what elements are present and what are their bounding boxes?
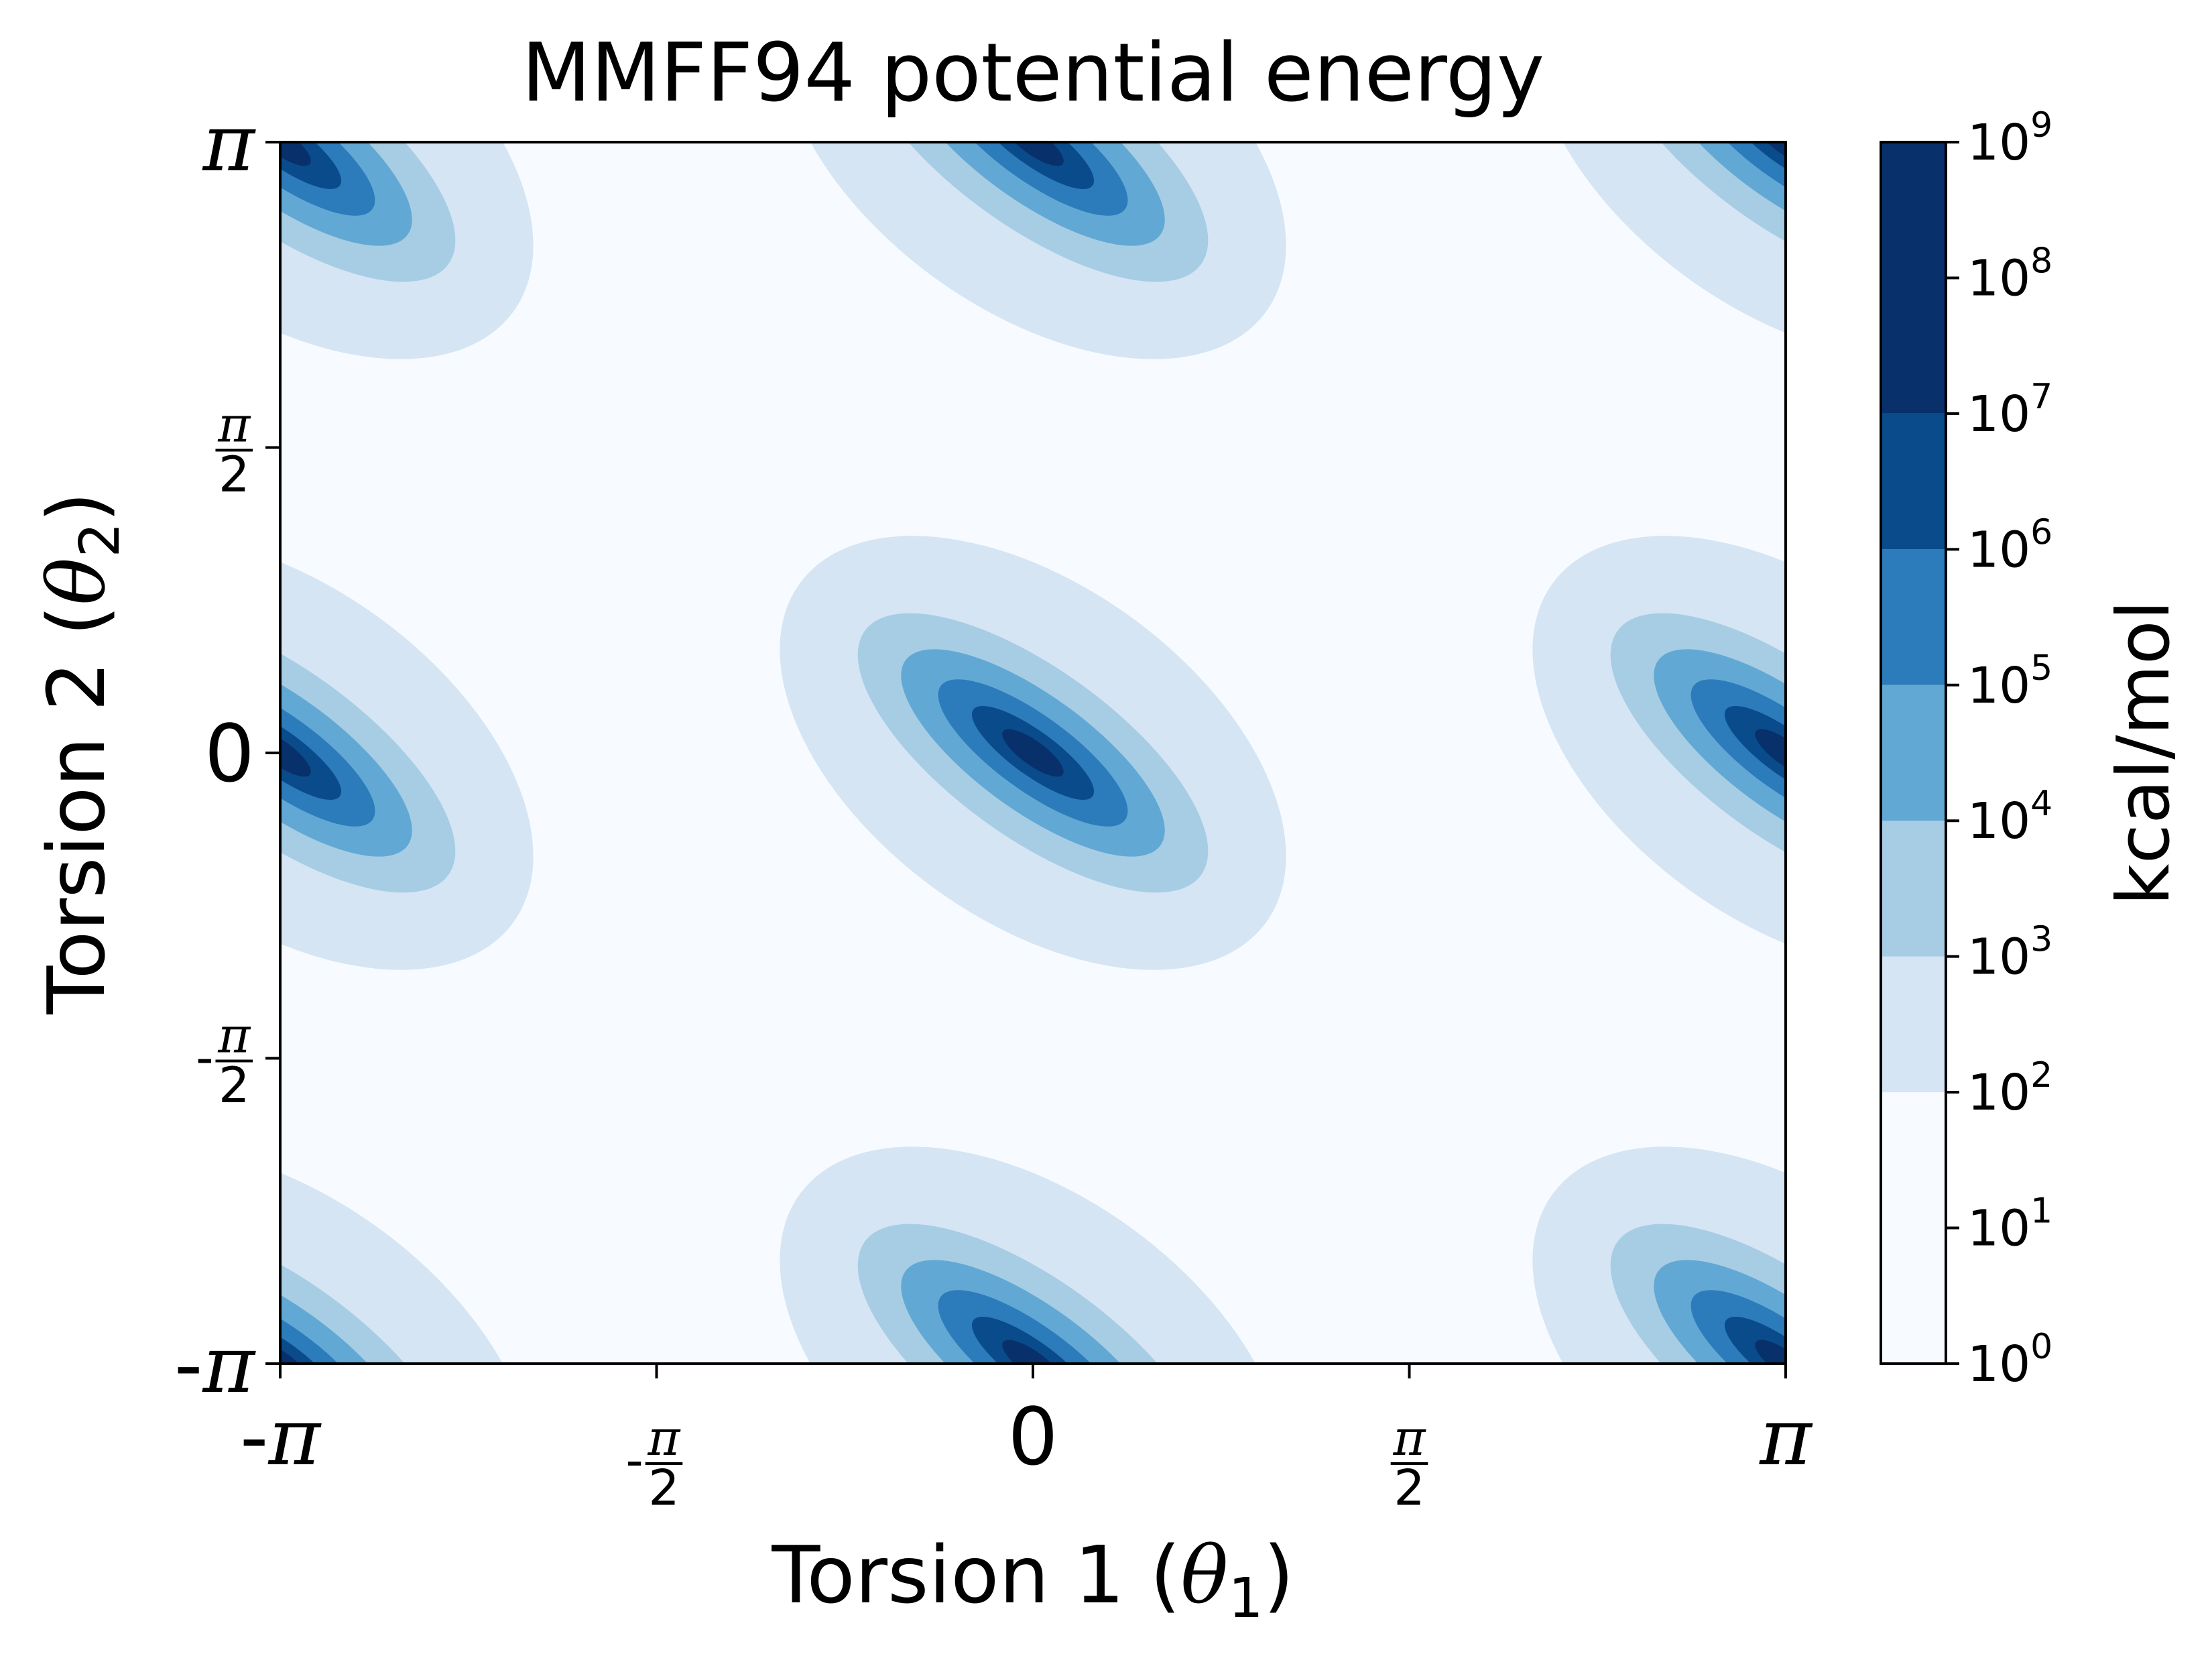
svg-text:2: 2 [219,447,250,504]
svg-text:0: 0 [1007,1390,1058,1483]
contour-band [1755,1340,1786,1364]
colorbar-band [1881,956,1946,1093]
y-tick-label: π2- [196,1008,253,1114]
x-tick-label: π2- [625,1410,683,1517]
y-tick-label: -π [174,1318,257,1411]
contour-band [971,142,1095,189]
colorbar-band [1881,821,1946,957]
colorbar-band [1881,549,1946,685]
energy-well [780,536,1286,970]
contour-band [1002,729,1064,777]
contour-band [280,1146,534,1364]
x-tick-label: -π [240,1390,322,1483]
y-tick-label: π [201,97,256,189]
colorbar-tick-label: 108 [1967,241,2052,307]
colorbar-tick-label: 107 [1967,377,2052,443]
svg-text:π: π [1392,1410,1426,1467]
colorbar-band [1881,1092,1946,1364]
contour-band [1532,142,1786,359]
svg-text:-π: -π [174,1318,257,1411]
svg-text:2: 2 [219,1057,250,1114]
x-tick-label: π2 [1390,1410,1428,1517]
contour-band [1755,729,1786,777]
x-axis-label-subscript: 1 [1228,1567,1263,1631]
svg-text:0: 0 [204,707,255,800]
svg-text:-: - [625,1432,643,1489]
x-axis-label-text: Torsion 1 ( [771,1529,1180,1621]
energy-well [780,1146,1286,1364]
colorbar-band [1881,685,1946,821]
chart-title: MMFF94 potential energy [521,27,1544,120]
y-axis-label-symbol: θ [30,558,123,605]
colorbar-band [1881,142,1946,414]
svg-text:π: π [217,397,251,454]
x-axis-label-close: ) [1264,1529,1294,1621]
energy-well [1532,536,1786,970]
contour-band [1002,142,1064,166]
y-tick-label: 0 [204,707,255,800]
contour-band [1724,1317,1786,1364]
colorbar-tick-label: 100 [1967,1327,2052,1393]
svg-text:π: π [647,1410,681,1467]
contour-band [1724,706,1786,800]
y-axis-label-close: ) [30,491,123,522]
contour-band [280,729,311,777]
y-axis-label-subscript: 2 [68,522,132,557]
contour-band [280,142,342,189]
colorbar-tick-label: 105 [1967,648,2052,715]
colorbar-tick-label: 102 [1967,1055,2052,1122]
contour-band [971,1317,1095,1364]
colorbar-tick-label: 106 [1967,512,2052,579]
svg-text:π: π [1758,1390,1813,1483]
energy-well [1532,142,1786,359]
y-tick-label: π2 [215,397,253,504]
contour-band [280,706,342,800]
energy-well [280,536,534,970]
x-tick-label: π [1758,1390,1813,1483]
colorbar-label: kcal/mol [2102,600,2186,906]
colorbar-frame [1880,141,1947,1365]
svg-text:2: 2 [648,1460,680,1517]
colorbar-band [1881,413,1946,550]
svg-text:-: - [196,1030,213,1087]
colorbar-tick-label: 101 [1967,1191,2052,1258]
colorbar-tick-label: 103 [1967,920,2052,986]
colorbar: 100 101 102 103 104 105 106 107 108 109 [1880,105,2052,1393]
svg-text:π: π [201,97,256,189]
contour-band [1002,1340,1064,1364]
contour-band [280,142,311,166]
colorbar-tick-label: 104 [1967,784,2052,850]
y-axis-label: Torsion 2 (θ2) [30,491,132,1014]
x-tick-label: 0 [1007,1390,1058,1483]
x-axis-label: Torsion 1 (θ1) [771,1529,1294,1631]
energy-well [280,142,534,359]
svg-text:π: π [217,1008,251,1065]
energy-well [1532,1146,1786,1364]
energy-well [280,1146,534,1364]
x-axis: -π π2- 0 π2π [240,1364,1813,1517]
y-axis-label-text: Torsion 2 ( [30,605,123,1015]
colorbar-tick-label: 109 [1967,105,2052,172]
svg-text:2: 2 [1394,1460,1425,1517]
contour-fill-layer [280,142,1786,1364]
x-axis-label-symbol: θ [1180,1529,1228,1621]
svg-text:-π: -π [240,1390,322,1483]
